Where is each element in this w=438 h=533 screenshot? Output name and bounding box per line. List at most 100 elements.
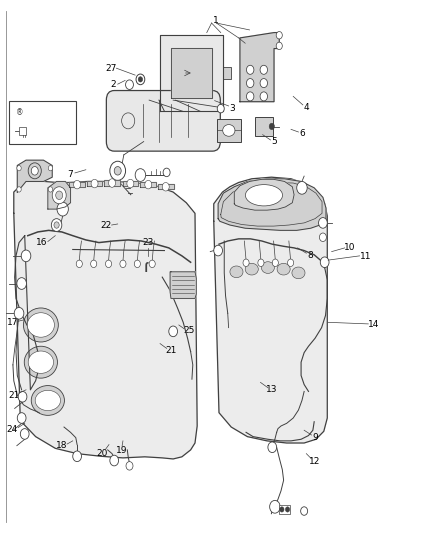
Circle shape — [260, 78, 268, 87]
Bar — [217, 119, 241, 142]
Circle shape — [288, 259, 293, 266]
Polygon shape — [104, 180, 120, 185]
Text: 23: 23 — [143, 238, 154, 247]
Circle shape — [162, 182, 169, 191]
Circle shape — [127, 179, 134, 188]
Ellipse shape — [277, 263, 290, 275]
Circle shape — [114, 166, 121, 175]
Circle shape — [17, 187, 21, 192]
Circle shape — [169, 326, 177, 337]
Polygon shape — [171, 48, 212, 98]
Circle shape — [135, 168, 146, 181]
Text: 21: 21 — [8, 391, 19, 400]
Text: 4: 4 — [304, 102, 309, 111]
Ellipse shape — [23, 308, 58, 342]
Ellipse shape — [230, 266, 243, 278]
Circle shape — [73, 451, 81, 462]
Text: J: J — [147, 260, 150, 270]
Text: 24: 24 — [7, 425, 18, 434]
Circle shape — [110, 161, 126, 180]
Text: 22: 22 — [101, 221, 112, 230]
Circle shape — [31, 166, 38, 175]
Circle shape — [247, 92, 254, 101]
Text: 12: 12 — [309, 457, 321, 466]
Circle shape — [109, 179, 116, 187]
Polygon shape — [160, 35, 223, 111]
Polygon shape — [234, 179, 294, 210]
Text: 7: 7 — [68, 170, 74, 179]
Circle shape — [276, 42, 283, 50]
Text: 21: 21 — [165, 346, 177, 355]
Circle shape — [145, 180, 152, 189]
Polygon shape — [14, 179, 197, 459]
Circle shape — [14, 308, 24, 319]
Circle shape — [320, 257, 329, 268]
Polygon shape — [123, 181, 138, 186]
Circle shape — [134, 260, 141, 268]
Circle shape — [57, 202, 68, 216]
Polygon shape — [170, 272, 196, 298]
Circle shape — [91, 179, 98, 188]
Circle shape — [76, 260, 82, 268]
FancyBboxPatch shape — [106, 91, 220, 151]
Text: ®: ® — [16, 108, 23, 117]
Ellipse shape — [261, 262, 275, 273]
Circle shape — [48, 165, 53, 171]
Circle shape — [20, 429, 29, 439]
Ellipse shape — [223, 125, 235, 136]
Circle shape — [319, 233, 326, 241]
Circle shape — [149, 260, 155, 268]
Text: 10: 10 — [344, 244, 356, 253]
Text: 14: 14 — [368, 320, 380, 329]
Circle shape — [48, 187, 53, 192]
Polygon shape — [69, 182, 85, 187]
Text: 6: 6 — [299, 129, 305, 138]
Circle shape — [106, 260, 112, 268]
Polygon shape — [158, 184, 173, 189]
Bar — [279, 505, 290, 514]
Circle shape — [270, 500, 280, 513]
Circle shape — [258, 259, 264, 266]
Bar — [19, 127, 26, 135]
Circle shape — [214, 245, 223, 256]
Circle shape — [51, 219, 62, 231]
Text: 27: 27 — [105, 64, 117, 72]
Bar — [255, 117, 273, 136]
Text: 9: 9 — [312, 433, 318, 442]
Circle shape — [120, 260, 126, 268]
Circle shape — [74, 180, 81, 189]
Ellipse shape — [292, 267, 305, 279]
Circle shape — [18, 391, 27, 402]
Circle shape — [260, 92, 268, 101]
Text: 16: 16 — [36, 238, 48, 247]
Circle shape — [280, 507, 284, 512]
Circle shape — [300, 507, 307, 515]
Text: 13: 13 — [265, 385, 277, 394]
Circle shape — [136, 74, 145, 85]
Circle shape — [163, 168, 170, 176]
Circle shape — [260, 65, 268, 74]
Polygon shape — [214, 177, 327, 443]
Circle shape — [126, 80, 134, 90]
Polygon shape — [87, 181, 102, 186]
Circle shape — [276, 31, 283, 39]
Circle shape — [126, 462, 133, 470]
Ellipse shape — [31, 385, 64, 415]
Polygon shape — [48, 181, 71, 209]
Circle shape — [247, 78, 254, 87]
Text: 19: 19 — [117, 447, 128, 456]
Polygon shape — [240, 33, 279, 102]
Circle shape — [17, 165, 21, 171]
Polygon shape — [141, 182, 156, 187]
Text: 3: 3 — [229, 103, 235, 112]
Polygon shape — [218, 179, 326, 230]
Ellipse shape — [245, 184, 283, 206]
Circle shape — [56, 191, 63, 199]
Text: 11: 11 — [360, 253, 371, 261]
Text: 17: 17 — [7, 318, 19, 327]
Circle shape — [138, 77, 143, 82]
Circle shape — [21, 250, 31, 262]
Text: 18: 18 — [56, 441, 67, 450]
Circle shape — [243, 259, 249, 266]
Circle shape — [28, 163, 41, 179]
